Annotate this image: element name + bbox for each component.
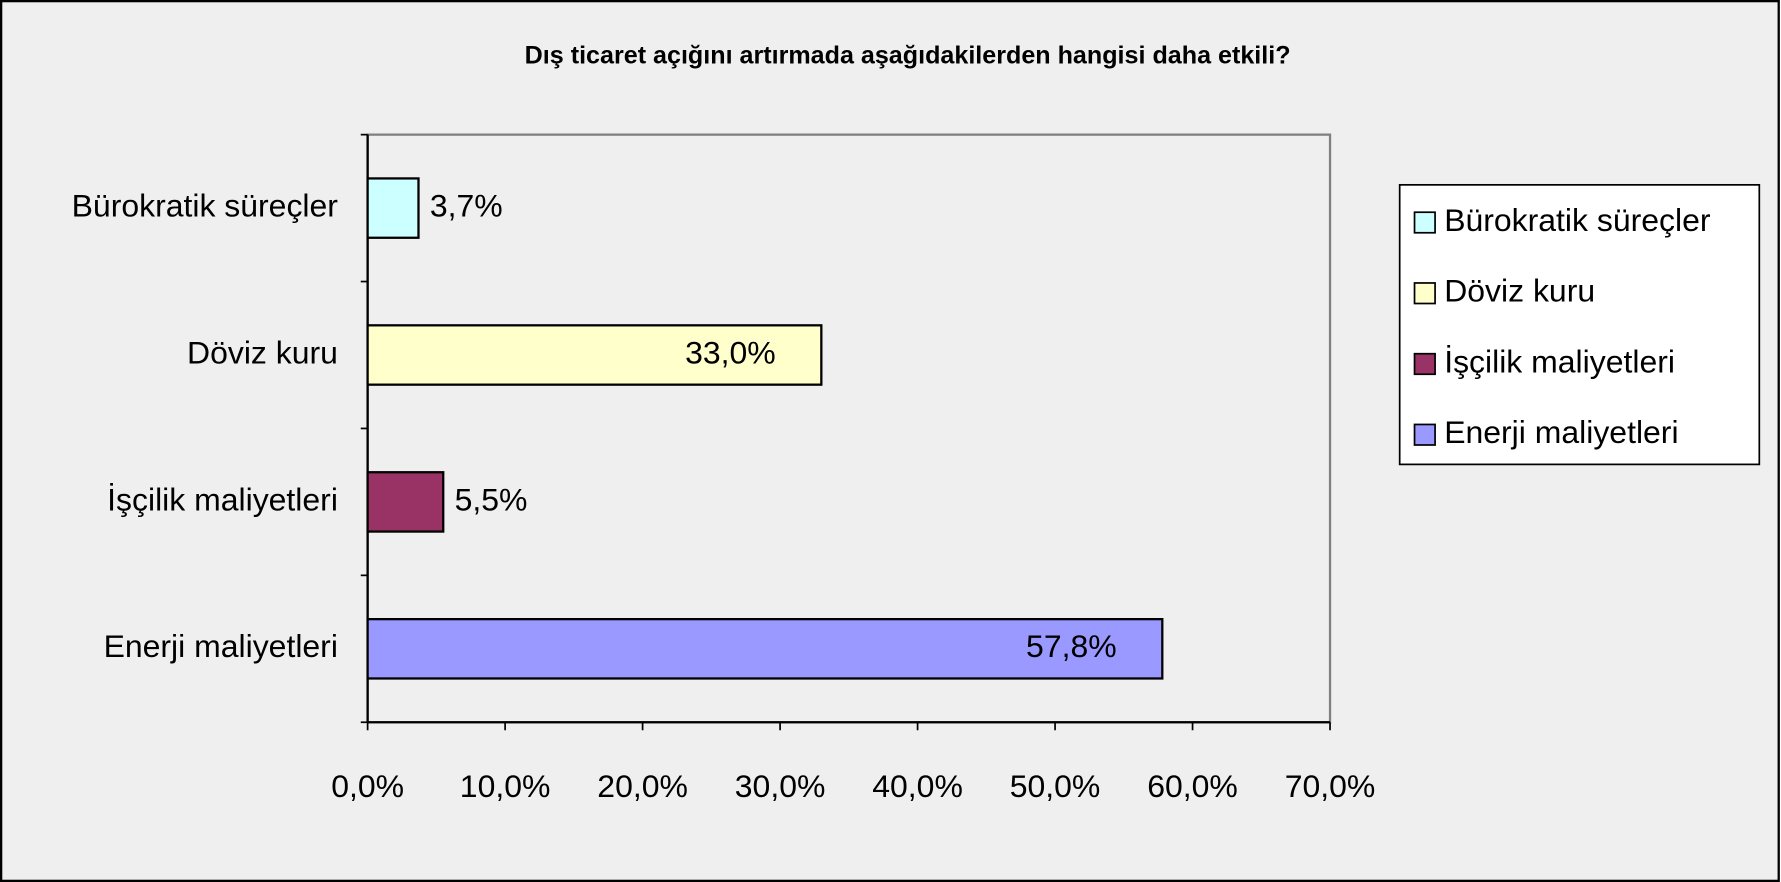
legend-label: Döviz kuru — [1444, 273, 1595, 309]
data-label: 5,5% — [455, 481, 528, 517]
legend — [1398, 183, 1761, 466]
data-label: 57,8% — [1026, 628, 1117, 664]
data-label: 33,0% — [685, 334, 776, 370]
x-tick-label: 60,0% — [1147, 768, 1238, 804]
x-tick-label: 70,0% — [1285, 768, 1376, 804]
bar — [366, 324, 823, 386]
x-tick-label: 30,0% — [735, 768, 826, 804]
legend-swatch — [1413, 211, 1436, 234]
legend-label: Enerji maliyetleri — [1444, 414, 1678, 450]
x-tick-label: 50,0% — [1010, 768, 1101, 804]
chart-title: Dış ticaret açığını artırmada aşağıdakil… — [525, 42, 1291, 70]
legend-swatch — [1413, 352, 1436, 376]
y-tick-label: Döviz kuru — [187, 334, 338, 370]
y-tick-label: İşçilik maliyetleri — [107, 481, 338, 517]
legend-swatch — [1413, 282, 1436, 305]
bar — [366, 177, 420, 239]
y-tick-label: Bürokratik süreçler — [72, 188, 339, 224]
x-tick-label: 10,0% — [460, 768, 551, 804]
x-tick-label: 40,0% — [872, 768, 963, 804]
legend-swatch — [1413, 423, 1436, 446]
legend-label: İşçilik maliyetleri — [1444, 343, 1675, 379]
legend-label: Bürokratik süreçler — [1444, 202, 1711, 238]
x-tick-label: 20,0% — [597, 768, 688, 804]
bar — [366, 471, 445, 533]
y-tick-label: Enerji maliyetleri — [104, 628, 338, 664]
x-tick-label: 0,0% — [331, 768, 404, 804]
bar — [366, 617, 1164, 680]
data-label: 3,7% — [430, 188, 503, 224]
